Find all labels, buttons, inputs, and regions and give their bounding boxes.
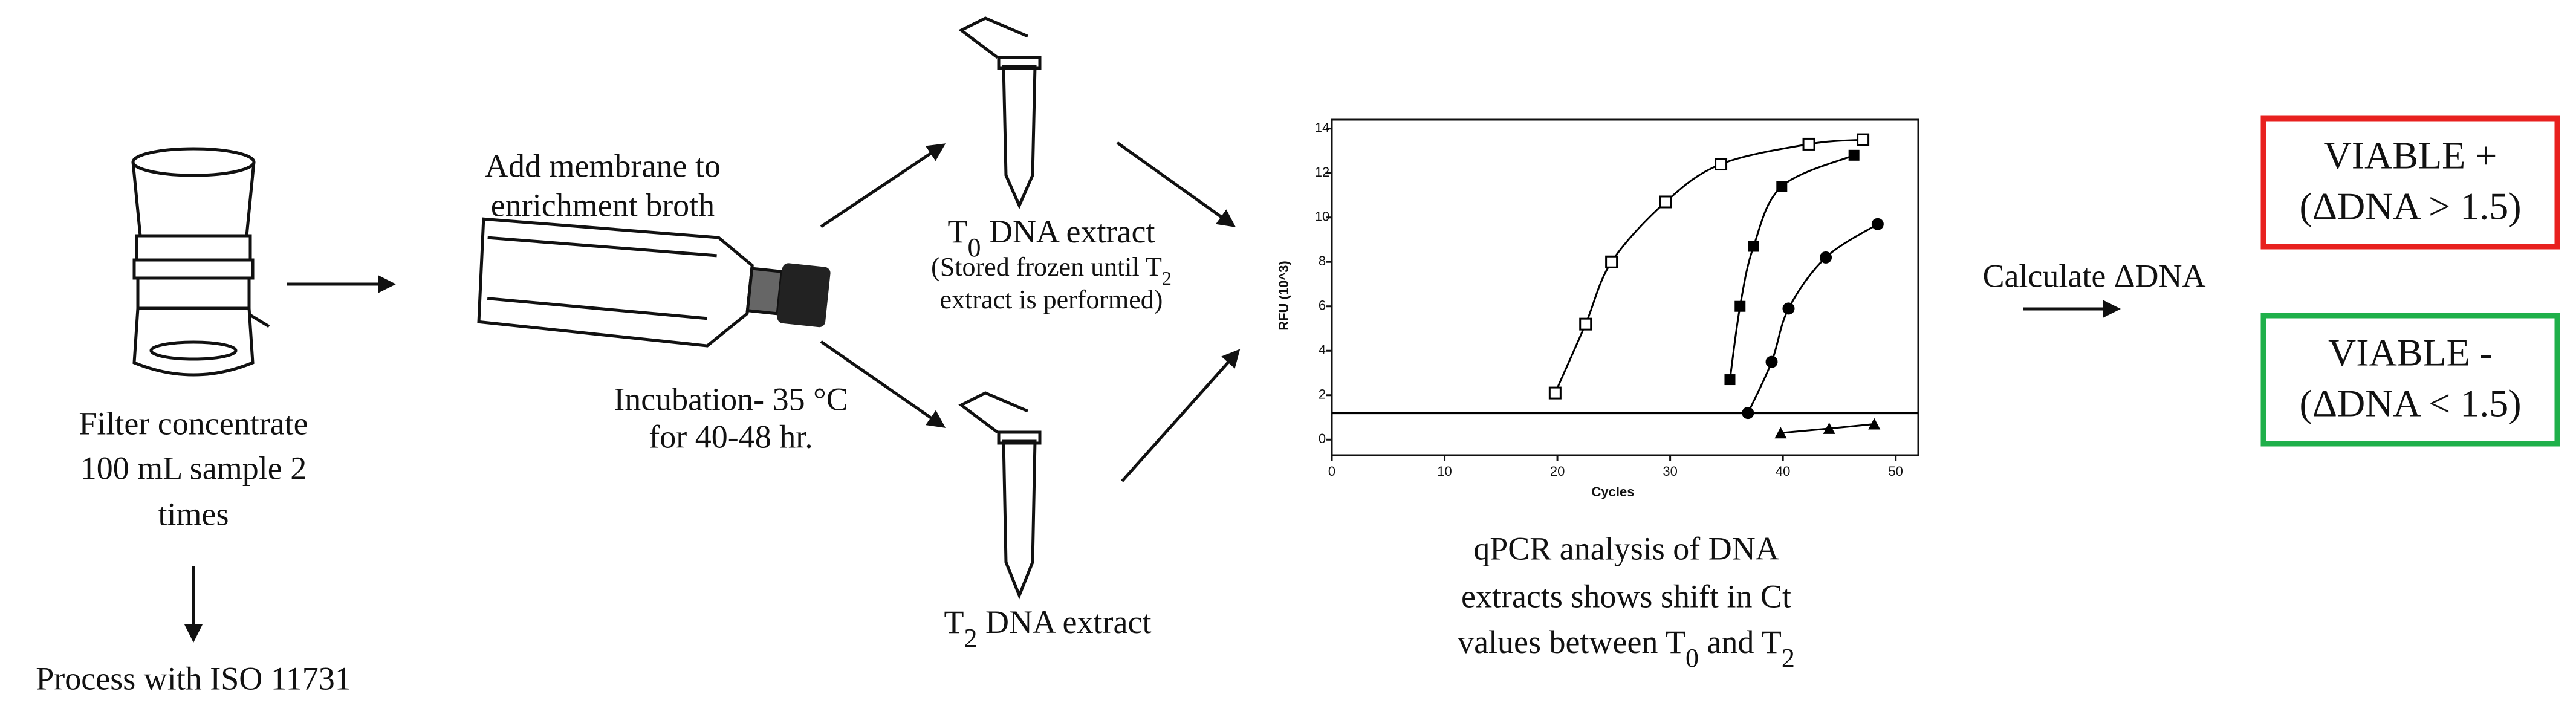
point: [1579, 317, 1592, 331]
point: [1765, 355, 1778, 368]
point: [1782, 302, 1795, 315]
arrow: [1121, 349, 1241, 482]
flask-icon: [477, 217, 831, 348]
x-tick-label: 0: [1328, 464, 1335, 479]
point: [1868, 418, 1881, 430]
point: [1820, 251, 1832, 264]
arrow: [820, 143, 946, 229]
result-box: [2260, 115, 2560, 250]
point: [1734, 300, 1746, 312]
point: [1748, 241, 1759, 252]
y-tick-label: 8: [1319, 253, 1326, 268]
y-tick-label: 2: [1319, 387, 1326, 402]
caption-sub: 0: [1685, 643, 1699, 673]
caption: extracts shows shift in Ct: [1461, 578, 1791, 614]
qpcr-plot: 0 10 20 30 40 50 0 2 4 6 8 10 12 14: [1315, 120, 1918, 479]
x-tick-label: 20: [1550, 464, 1565, 479]
y-tick-label: 4: [1319, 342, 1326, 357]
t0-note-sub: 2: [1162, 267, 1172, 289]
x-tick-label: 50: [1888, 464, 1903, 479]
point: [1871, 218, 1884, 230]
y-tick-label: 0: [1319, 431, 1326, 446]
x-tick-label: 40: [1776, 464, 1790, 479]
filter-label: times: [158, 496, 229, 532]
point: [1715, 158, 1728, 171]
t2-label: T2 DNA extract: [944, 604, 1152, 652]
caption-text: values between T: [1458, 624, 1685, 660]
t2-sub: 2: [964, 623, 978, 653]
caption-text: and T: [1699, 624, 1782, 660]
result-label: (ΔDNA > 1.5): [2300, 185, 2522, 228]
t0-note-text: (Stored frozen until T: [931, 252, 1162, 282]
arrow: [820, 340, 946, 428]
calculate-label: Calculate ΔDNA: [1982, 258, 2205, 294]
caption: qPCR analysis of DNA: [1473, 530, 1779, 566]
result-label: VIABLE +: [2324, 134, 2497, 177]
result-label: VIABLE -: [2328, 331, 2493, 374]
iso-label: Process with ISO 11731: [36, 660, 351, 696]
y-tick-label: 14: [1315, 120, 1329, 135]
filter-label: Filter concentrate: [79, 405, 308, 441]
result-box: [2260, 313, 2560, 447]
point: [1802, 137, 1815, 151]
t0-note: (Stored frozen until T2: [931, 252, 1172, 289]
point: [1742, 407, 1754, 420]
t0-label: T0 DNA extract: [948, 213, 1155, 262]
caption-sub: 2: [1782, 643, 1795, 673]
point: [1823, 422, 1835, 434]
x-tick-label: 10: [1437, 464, 1452, 479]
enrichment-label: Add membrane to: [485, 148, 721, 184]
t0-note: extract is performed): [940, 285, 1163, 314]
point: [1774, 427, 1787, 439]
y-axis-label: RFU (10^3): [1276, 261, 1291, 331]
plot-frame: [1331, 118, 1919, 456]
caption: values between T0 and T2: [1458, 624, 1795, 672]
result-label: (ΔDNA < 1.5): [2300, 382, 2522, 425]
point: [1659, 195, 1672, 209]
t2-prefix: T: [944, 604, 964, 640]
filter-label: 100 mL sample 2: [80, 450, 307, 486]
x-axis-label: Cycles: [1592, 484, 1635, 499]
filter-unit-icon: [131, 147, 270, 377]
t0-sub: 0: [968, 233, 981, 262]
t2-suffix: DNA extract: [978, 604, 1152, 640]
y-tick-label: 6: [1319, 298, 1326, 313]
arrow: [1116, 141, 1236, 227]
incubation-label: Incubation- 35 °C: [614, 381, 848, 417]
x-tick-label: 30: [1663, 464, 1677, 479]
y-tick-label: 10: [1315, 209, 1329, 224]
point: [1776, 181, 1788, 192]
tube-icon: [958, 16, 1042, 210]
t0-suffix: DNA extract: [981, 213, 1155, 250]
results: VIABLE + (ΔDNA > 1.5) VIABLE - (ΔDNA < 1.5): [2260, 115, 2560, 447]
point: [1724, 374, 1736, 386]
point: [1848, 149, 1860, 161]
tube-icon: [958, 391, 1042, 600]
point: [1548, 386, 1562, 400]
y-tick-label: 12: [1315, 164, 1329, 180]
incubation-label: for 40-48 hr.: [649, 418, 813, 455]
enrichment-label: enrichment broth: [491, 187, 715, 223]
t0-prefix: T: [948, 213, 968, 250]
point: [1605, 255, 1618, 268]
point: [1857, 133, 1870, 146]
